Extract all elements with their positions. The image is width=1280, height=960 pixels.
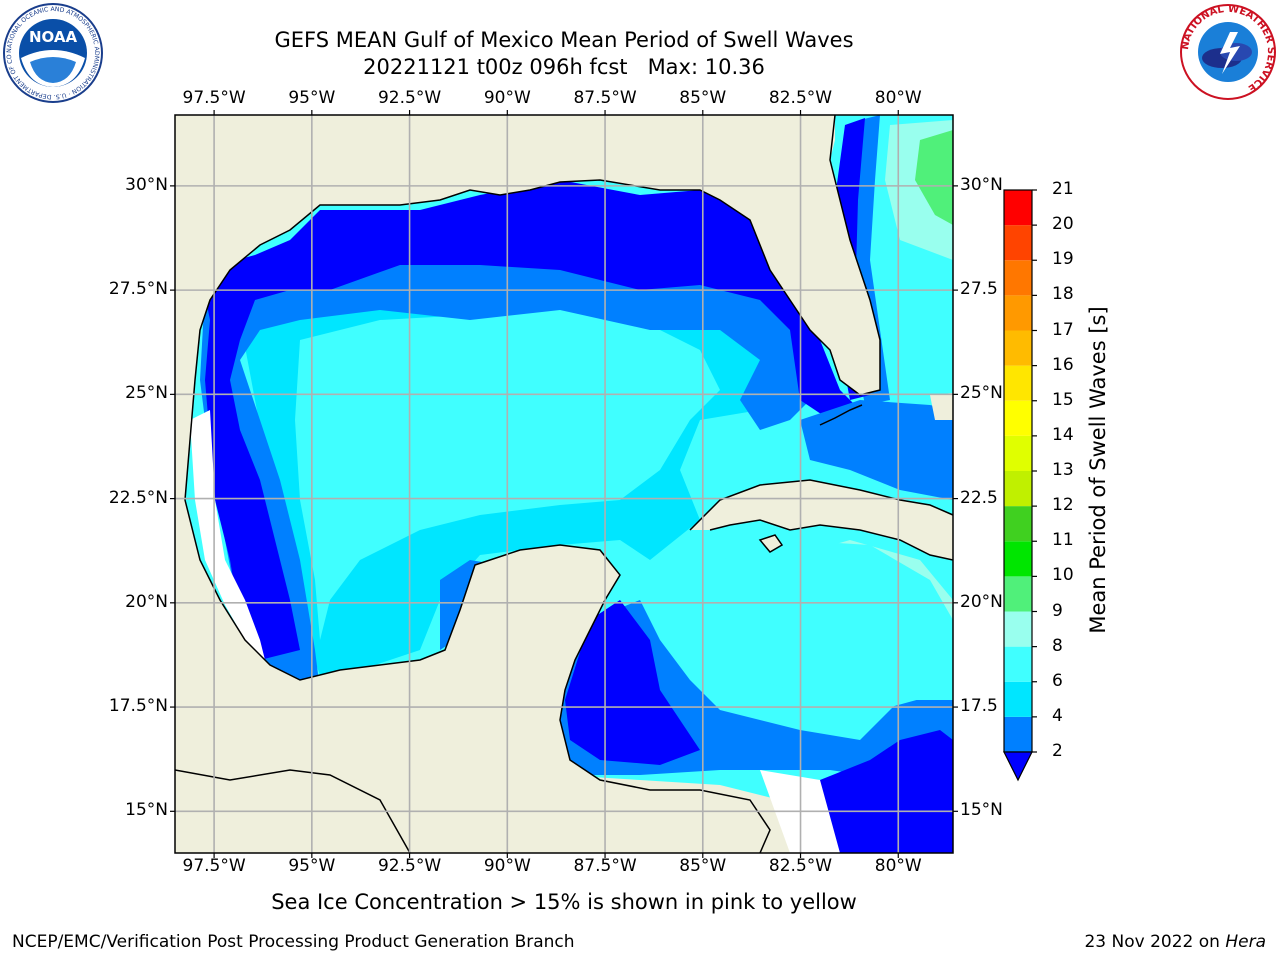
tick-label-lon-bottom: 95°W: [288, 856, 336, 876]
nodata-fringe-west: [190, 410, 265, 660]
colorbar-tick-label: 17: [1052, 319, 1074, 340]
tick-label-lon-bottom: 87.5°W: [573, 856, 637, 876]
tick-label-lon-top: 97.5°W: [182, 88, 246, 108]
gridlines: [175, 115, 953, 853]
tick-label-lat-left: 17.5°N: [108, 696, 168, 717]
colorbar-tick-label: 6: [1052, 670, 1063, 691]
colorbar-tick-label: 8: [1052, 635, 1063, 656]
coastlines: [175, 115, 953, 853]
tick-label-lat-left: 15°N: [125, 800, 168, 821]
land-cuba: [690, 480, 953, 560]
tick-label-lon-bottom: 92.5°W: [377, 856, 442, 876]
colorbar-tick-label: 19: [1052, 249, 1074, 270]
colorbar-tick-label: 9: [1052, 600, 1063, 621]
colorbar-tick-label: 16: [1052, 354, 1074, 375]
tick-label-lat-left: 27.5°N: [108, 279, 168, 300]
tick-label-lon-top: 80°W: [874, 88, 922, 108]
chart-subtitle-forecast: 20221121 t00z 096h fcst Max: 10.36: [363, 55, 765, 79]
swell-contour-9-10-atlantic: [915, 130, 953, 225]
colorbar-title: Mean Period of Swell Waves [s]: [1086, 306, 1110, 634]
colorbar-band: [1004, 225, 1032, 261]
tick-label-lat-right: 20°N: [960, 591, 1003, 612]
swell-contour-below-2-caribbean: [565, 600, 700, 765]
tick-label-lat-left: 25°N: [125, 383, 168, 404]
colorbar-tick-label: 14: [1052, 424, 1074, 445]
colorbar-band: [1004, 506, 1032, 542]
colorbar-tick-label: 18: [1052, 284, 1074, 305]
land-north-america: [175, 115, 880, 853]
land-bahamas: [930, 393, 953, 420]
tick-label-lat-right: 17.5: [960, 696, 998, 717]
colorbar-band: [1004, 541, 1032, 577]
tick-label-lat-right: 15°N: [960, 800, 1003, 821]
tick-label-lat-left: 30°N: [125, 174, 168, 195]
tick-label-lat-right: 30°N: [960, 174, 1003, 195]
tick-marks: [170, 110, 958, 858]
tick-label-lat-right: 27.5: [960, 279, 998, 300]
chart-title: GEFS MEAN Gulf of Mexico Mean Period of …: [274, 28, 854, 52]
tick-label-lon-bottom: 80°W: [874, 856, 922, 876]
tick-label-lon-top: 90°W: [483, 88, 531, 108]
swell-contour-below-2-north: [200, 180, 860, 660]
colorbar-band: [1004, 295, 1032, 331]
colorbar-band: [1004, 260, 1032, 296]
colorbar-tick-label: 21: [1052, 179, 1074, 199]
svg-text:NOAA: NOAA: [29, 28, 78, 46]
colorbar-band: [1004, 471, 1032, 507]
nws-logo: NATIONAL WEATHER SERVICE: [1180, 4, 1276, 100]
colorbar-tick-label: 13: [1052, 460, 1074, 480]
colorbar-band: [1004, 681, 1032, 717]
tick-label-lat-left: 20°N: [125, 591, 168, 612]
colorbar-band: [1004, 716, 1032, 752]
noaa-logo: NATIONAL OCEANIC AND ATMOSPHERIC ADMINIS…: [2, 2, 103, 103]
colorbar-tick-label: 11: [1052, 530, 1074, 551]
colorbar-under-triangle: [1003, 751, 1033, 782]
tick-label-lon-top: 95°W: [288, 88, 336, 108]
footer-credit: NCEP/EMC/Verification Post Processing Pr…: [12, 932, 575, 952]
swell-contour-below-2-southeast: [815, 730, 953, 853]
footer-host: Hera: [1225, 932, 1266, 952]
tick-label-lon-bottom: 97.5°W: [182, 856, 246, 876]
tick-label-lon-top: 82.5°W: [768, 88, 833, 108]
colorbar-band: [1004, 190, 1032, 226]
footer-date-text: 23 Nov 2022 on: [1084, 932, 1226, 952]
colorbar-band: [1004, 365, 1032, 401]
tick-label-lon-bottom: 90°W: [483, 856, 531, 876]
map-frame: [174, 114, 954, 854]
colorbar-band: [1004, 330, 1032, 366]
colorbar-band: [1004, 646, 1032, 682]
tick-label-lon-top: 92.5°W: [377, 88, 442, 108]
colorbar-tick-label: 15: [1052, 389, 1074, 410]
tick-label-lat-left: 22.5°N: [108, 487, 168, 508]
colorbar-tick-label: 2: [1052, 741, 1063, 761]
swell-contour-florida-straits: [800, 400, 953, 500]
colorbar-tick-label: 4: [1052, 705, 1063, 726]
tick-label-lon-bottom: 85°W: [679, 856, 727, 876]
colorbar-tick-label: 12: [1052, 495, 1074, 516]
footer-date: 23 Nov 2022 on Hera: [1084, 932, 1266, 952]
sea-ice-note: Sea Ice Concentration > 15% is shown in …: [271, 890, 857, 914]
colorbar-band: [1004, 400, 1032, 436]
tick-label-lon-top: 87.5°W: [573, 88, 637, 108]
tick-label-lat-right: 22.5: [960, 487, 998, 508]
tick-label-lon-bottom: 82.5°W: [768, 856, 833, 876]
colorbar-band: [1004, 611, 1032, 647]
swell-contour-4-6-caribbean: [720, 540, 953, 710]
colorbar-tick-label: 20: [1052, 214, 1074, 235]
colorbar-band: [1004, 576, 1032, 612]
colorbar-tick-label: 10: [1052, 565, 1074, 586]
tick-label-lat-right: 25°N: [960, 383, 1003, 404]
tick-label-lon-top: 85°W: [679, 88, 727, 108]
colorbar-band: [1004, 435, 1032, 471]
